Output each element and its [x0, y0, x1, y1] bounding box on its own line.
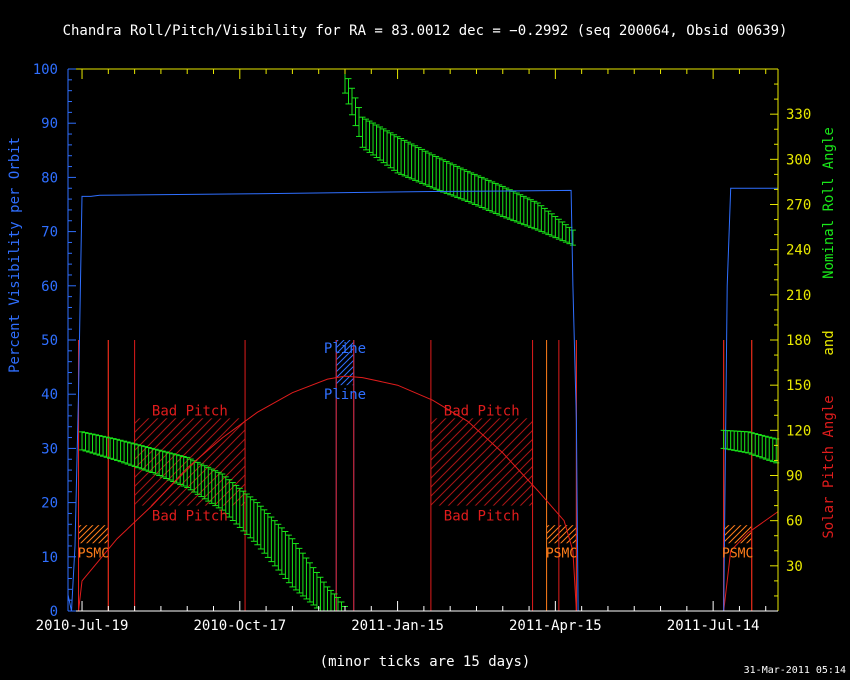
- y-right-tick-label: 210: [786, 288, 811, 304]
- y-axis-right-roll-label: Nominal Roll Angle: [821, 127, 837, 279]
- bad-pitch-zone: [134, 418, 246, 506]
- y-right-tick-label: 90: [786, 469, 803, 485]
- y-right-tick-label: 300: [786, 152, 811, 168]
- zone-layer: [78, 340, 753, 611]
- series-layer: [67, 187, 779, 612]
- y-right-tick-label: 330: [786, 107, 811, 123]
- psmc-label: PSMC: [546, 546, 577, 561]
- y-left-tick-label: 100: [33, 62, 58, 78]
- visibility-line: [67, 187, 778, 612]
- bad-pitch-label: Bad Pitch: [152, 403, 228, 419]
- y-left-tick-label: 90: [41, 116, 58, 132]
- roll-layer: [79, 68, 780, 612]
- zone-label-layer: Bad Pitch Bad Pitch Bad Pitch Bad Pitch PSMC…: [78, 341, 754, 561]
- y-left-tick-label: 70: [41, 225, 58, 241]
- pline-label: Pline: [324, 387, 366, 403]
- y-left-tick-label: 50: [41, 333, 58, 349]
- y-left-tick-label: 60: [41, 279, 58, 295]
- psmc-label: PSMC: [78, 546, 109, 561]
- x-tick-label: 2010-Jul-19: [36, 618, 129, 634]
- y-left-tick-label: 30: [41, 441, 58, 457]
- x-tick-label: 2010-Oct-17: [193, 618, 286, 634]
- axes-frame: [67, 68, 779, 612]
- y-left-tick-label: 10: [41, 550, 58, 566]
- bad-pitch-label: Bad Pitch: [444, 509, 520, 525]
- psmc-zone: [723, 525, 752, 544]
- y-axis-left-label: Percent Visibility per Orbit: [7, 137, 23, 373]
- x-tick-label: 2011-Jul-14: [667, 618, 760, 634]
- red-line-layer: [78, 340, 753, 611]
- pline-label: Pline: [324, 341, 366, 357]
- y-left-tick-label: 40: [41, 387, 58, 403]
- y-right-tick-label: 240: [786, 243, 811, 259]
- y-axis-right-and-label: and: [821, 330, 837, 355]
- x-tick-label: 2011-Apr-15: [509, 618, 602, 634]
- y-right-tick-label: 60: [786, 514, 803, 530]
- bad-pitch-zone: [430, 418, 533, 506]
- y-right-tick-label: 270: [786, 198, 811, 214]
- x-tick-label: 2011-Jan-15: [351, 618, 444, 634]
- y-right-tick-label: 150: [786, 378, 811, 394]
- y-right-tick-label: 180: [786, 333, 811, 349]
- x-axis-label: (minor ticks are 15 days): [320, 654, 531, 670]
- y-left-tick-label: 0: [50, 604, 58, 620]
- y-right-tick-label: 120: [786, 423, 811, 439]
- timestamp: 31-Mar-2011 05:14: [744, 665, 846, 676]
- psmc-zone: [546, 525, 577, 544]
- y-right-tick-label: 30: [786, 559, 803, 575]
- bad-pitch-label: Bad Pitch: [444, 403, 520, 419]
- tick-layer: 0 10 20 30 40 50 60 70 80 90 100 30 60 90 120 150 180 210…: [33, 62, 812, 634]
- y-axis-right-pitch-label: Solar Pitch Angle: [821, 395, 837, 538]
- pline-zone: [336, 340, 354, 386]
- psmc-label: PSMC: [722, 546, 753, 561]
- chart-title: Chandra Roll/Pitch/Visibility for RA = 8…: [63, 23, 788, 39]
- psmc-zone: [78, 525, 109, 544]
- y-left-tick-label: 20: [41, 496, 58, 512]
- bad-pitch-label: Bad Pitch: [152, 509, 228, 525]
- y-left-tick-label: 80: [41, 170, 58, 186]
